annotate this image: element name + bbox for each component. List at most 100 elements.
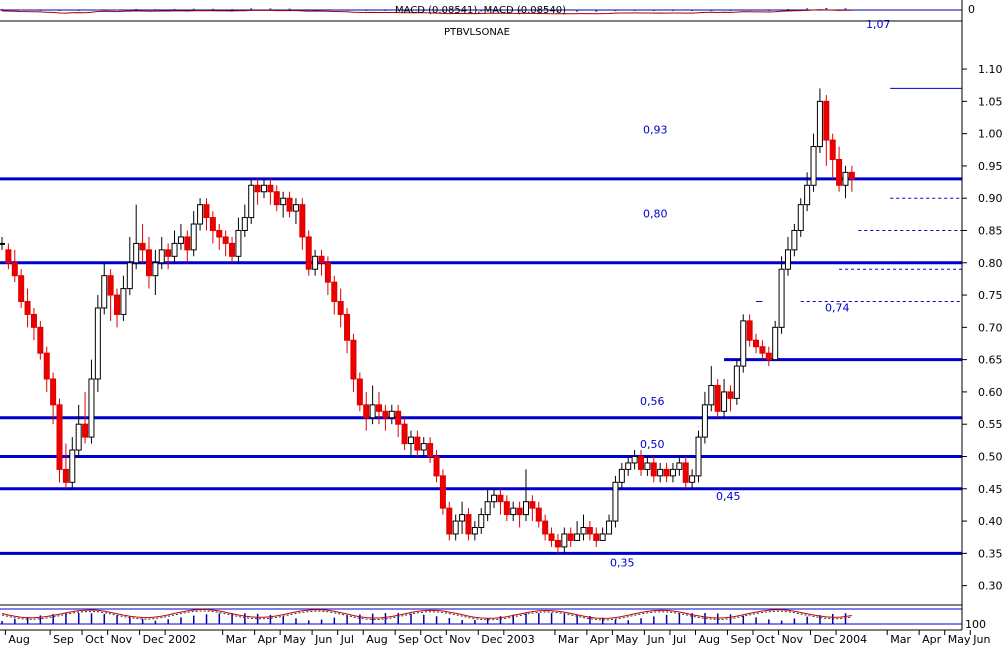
candle-body <box>254 184 261 193</box>
stoch-axis-label: 100 <box>965 618 986 631</box>
volume-bar <box>448 618 451 624</box>
candle-body <box>663 468 670 477</box>
volume-bar <box>129 616 131 624</box>
volume-bar <box>193 615 195 624</box>
candle-body <box>452 520 459 535</box>
volume-bar <box>550 613 553 624</box>
candle-body <box>695 436 702 477</box>
y-tick-label: 0.95 <box>978 160 1003 173</box>
y-tick-label: 0.40 <box>978 515 1003 528</box>
y-tick-label: 0.75 <box>978 289 1003 302</box>
macd-histogram-bar <box>231 9 234 11</box>
volume-bar <box>359 614 361 624</box>
candle-body <box>459 514 466 522</box>
macd-histogram-bar <box>288 8 291 10</box>
y-tick-label: 0.85 <box>978 224 1003 237</box>
candle-body <box>593 533 600 541</box>
candle-body <box>561 533 568 548</box>
y-tick-label: 0.60 <box>978 386 1003 399</box>
candle-body <box>554 539 561 548</box>
candle-body <box>669 468 676 477</box>
candle-body <box>369 404 376 419</box>
candle-body <box>542 520 549 535</box>
volume-bar <box>780 620 783 624</box>
stoch-d-line <box>1 610 852 621</box>
annotation-label: 0,74 <box>825 302 850 315</box>
candle-body <box>24 301 31 315</box>
candle-body <box>30 313 37 328</box>
volume-bar <box>716 613 719 624</box>
candle-body <box>765 352 772 361</box>
y-tick-label: 0.35 <box>978 547 1003 560</box>
candle-body <box>280 197 287 206</box>
candle-body <box>350 339 357 380</box>
candle-body <box>248 184 255 219</box>
volume-bar <box>474 619 476 624</box>
candle-body <box>778 268 785 328</box>
candle-body <box>37 326 44 354</box>
candle-body <box>721 391 728 412</box>
x-tick-label: Jun <box>646 633 664 646</box>
candle-body <box>241 217 248 231</box>
candle-body <box>567 533 574 541</box>
symbol-label: PTBVLSONAE <box>444 27 510 38</box>
level-label: 0,93 <box>643 124 668 137</box>
volume-bar <box>141 618 144 624</box>
macd-histogram-bar <box>211 8 214 10</box>
candle-body <box>836 158 843 186</box>
candle-body <box>753 339 760 348</box>
candle-body <box>759 346 766 354</box>
candle-body <box>427 443 434 457</box>
price-panel: 0,93 0,80 0,56 0,50 0,45 0,35 0,74 1,07 <box>0 18 962 569</box>
candle-body <box>363 404 370 419</box>
candle-body <box>88 378 95 438</box>
candle-body <box>848 171 855 180</box>
volume-bar <box>244 613 246 624</box>
volume-bar <box>371 613 374 624</box>
candle-body <box>701 404 708 438</box>
y-tick-label: 0.30 <box>978 580 1003 593</box>
volume-bar <box>435 616 438 624</box>
candle-body <box>292 204 299 212</box>
volume-bar <box>704 613 706 624</box>
candle-body <box>356 378 363 406</box>
x-tick-label: Dec <box>143 633 164 646</box>
x-tick-label: Nov <box>449 633 471 646</box>
macd-histogram-bar <box>441 10 444 12</box>
candle-body <box>740 320 747 367</box>
candle-body <box>305 236 312 270</box>
candle-body <box>772 326 779 361</box>
candle-body <box>842 171 849 186</box>
macd-histogram-bar <box>537 10 540 12</box>
volume-bar <box>576 614 578 624</box>
macd-histogram-bar <box>499 10 502 12</box>
x-tick-label: Aug <box>366 633 387 646</box>
macd-axis-value: 0 <box>968 3 975 16</box>
macd-histogram-bar <box>96 9 99 11</box>
candle-body <box>229 242 236 257</box>
x-tick-label: Sep <box>730 633 751 646</box>
volume-bar <box>103 613 106 624</box>
macd-histogram-bar <box>614 10 617 12</box>
x-tick-label: Oct <box>85 633 105 646</box>
x-tick-label: Jul <box>672 633 686 646</box>
macd-histogram-bar <box>326 9 329 11</box>
volume-bar <box>755 617 757 624</box>
stochastic-panel: 100 <box>0 604 986 631</box>
x-tick-label: Apr <box>922 633 942 646</box>
macd-histogram-bar <box>748 9 751 11</box>
candle-body <box>580 527 587 535</box>
x-tick-label: Aug <box>699 633 720 646</box>
candle-body <box>18 275 25 303</box>
candle-body <box>5 249 12 264</box>
volume-bar <box>640 618 642 624</box>
candle-body <box>535 507 542 522</box>
macd-histogram-bar <box>20 9 23 11</box>
candle-body <box>797 204 804 231</box>
candle-body <box>235 229 242 257</box>
candle-body <box>50 378 57 406</box>
candle-body <box>733 365 740 399</box>
x-tick-label: Apr <box>590 633 610 646</box>
